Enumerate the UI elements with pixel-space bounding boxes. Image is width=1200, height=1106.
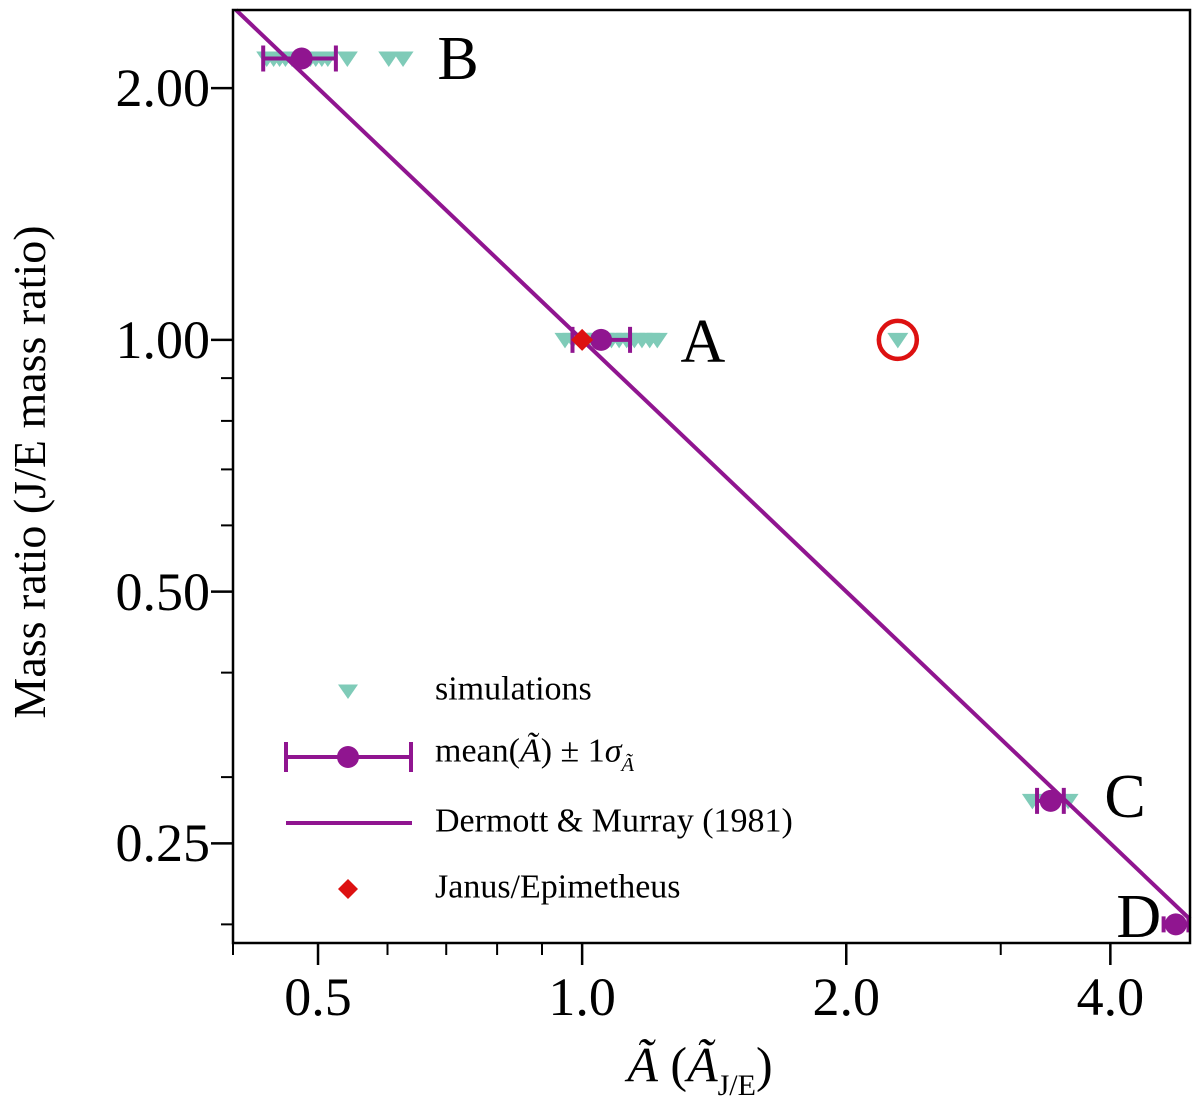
- mean-point-D: [1164, 913, 1187, 936]
- plot-frame: [231, 8, 1192, 945]
- y-axis-title: Mass ratio (J/E mass ratio): [4, 225, 55, 719]
- text-segment: 0.25: [115, 813, 211, 874]
- y-tick-label-0.25: 0.25: [10, 813, 211, 874]
- simulation-point-B: [336, 51, 358, 67]
- legend-mean-marker: [337, 746, 359, 768]
- legend-label-1: mean(Ã) ± 1σÃ: [435, 732, 634, 776]
- cluster-label-C: C: [1104, 766, 1145, 828]
- dermott-murray-line: [234, 8, 1192, 921]
- legend-label-3: Janus/Epimetheus: [435, 870, 681, 904]
- text-segment: 1.0: [548, 967, 616, 1027]
- janus-epimetheus-point: [571, 328, 594, 351]
- x-axis-title-segment: J/E: [717, 1068, 756, 1102]
- simulation-point-B: [392, 51, 414, 67]
- text-segment: simulations: [435, 670, 592, 708]
- legend-label-2: Dermott & Murray (1981): [435, 804, 793, 838]
- text-segment: σ: [604, 732, 622, 770]
- cluster-label-B: B: [437, 28, 478, 90]
- y-tick-label-0.50: 0.50: [10, 561, 211, 622]
- mean-point-B: [290, 47, 313, 70]
- text-segment: ) ± 1: [540, 732, 605, 770]
- simulation-point-A: [646, 332, 668, 349]
- x-tick-label-2.0: 2.0: [746, 970, 946, 1024]
- text-segment: 2.00: [115, 58, 211, 119]
- text-segment: 4.0: [1076, 967, 1145, 1027]
- x-axis-title-segment: ): [755, 1036, 773, 1093]
- cluster-label-D: D: [1116, 886, 1161, 948]
- x-axis-title: Ã (ÃJ/E): [627, 1039, 772, 1101]
- cluster-label-A: A: [681, 311, 726, 373]
- text-segment: Ã: [519, 732, 541, 770]
- text-segment: Dermott & Murray (1981): [435, 802, 793, 840]
- outlier-ring: [876, 318, 920, 362]
- text-segment: 1.00: [115, 309, 211, 370]
- y-tick-label-2.00: 2.00: [10, 58, 211, 119]
- x-axis-title-segment: Ã: [627, 1036, 658, 1093]
- legend-label-0: simulations: [435, 672, 592, 706]
- text-segment: mean(: [435, 732, 520, 770]
- legend-triangle-marker: [338, 684, 358, 699]
- mean-point-A: [590, 328, 613, 351]
- text-segment: D: [1116, 882, 1162, 951]
- x-axis-title-segment: (: [657, 1036, 688, 1093]
- text-segment: 2.0: [812, 967, 880, 1027]
- y-tick-label-1.00: 1.00: [10, 309, 211, 370]
- x-tick-label-4.0: 4.0: [1010, 970, 1200, 1024]
- text-segment: 0.50: [115, 561, 211, 622]
- simulation-point-outlier: [887, 332, 909, 349]
- simulation-point-B: [378, 51, 400, 67]
- text-segment: A: [680, 307, 726, 376]
- text-segment: 0.5: [284, 967, 352, 1027]
- text-segment: B: [437, 24, 479, 93]
- text-segment: C: [1104, 763, 1146, 832]
- text-segment: Janus/Epimetheus: [435, 868, 681, 906]
- x-axis-title-segment: Ã: [687, 1036, 718, 1093]
- text-segment: Ã: [621, 753, 634, 776]
- mean-point-C: [1039, 789, 1062, 812]
- legend-diamond-marker: [338, 879, 358, 899]
- x-tick-label-0.5: 0.5: [218, 970, 418, 1024]
- x-tick-label-1.0: 1.0: [482, 970, 682, 1024]
